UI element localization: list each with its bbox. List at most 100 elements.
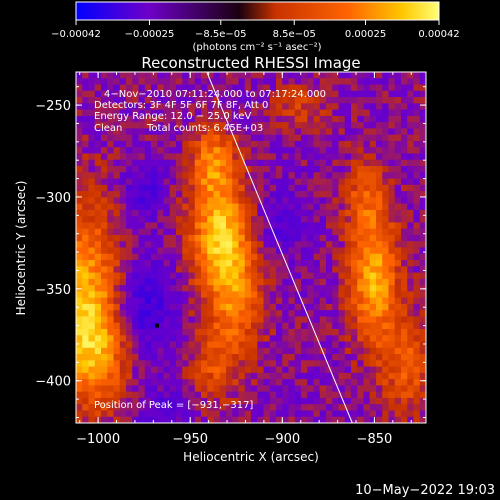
heatmap-cell [338, 372, 346, 380]
heatmap-cell [369, 122, 377, 129]
heatmap-cell [157, 372, 164, 380]
heatmap-cell [376, 228, 383, 236]
heatmap-cell [269, 184, 277, 192]
heatmap-cell [144, 316, 152, 324]
heatmap-cell [388, 285, 396, 292]
y-axis-label: Heliocentric Y (arcsec) [14, 181, 28, 316]
heatmap-cell [282, 310, 289, 317]
heatmap-cell [107, 385, 114, 393]
heatmap-cell [232, 197, 239, 205]
heatmap-cell [276, 197, 283, 205]
heatmap-cell [419, 222, 426, 230]
heatmap-cell [126, 354, 133, 361]
heatmap-cell [263, 203, 271, 211]
heatmap-cell [307, 372, 314, 380]
heatmap-cell [263, 291, 271, 299]
heatmap-cell [251, 90, 258, 98]
heatmap-cell [332, 172, 339, 179]
heatmap-cell [382, 159, 389, 167]
heatmap-cell [319, 178, 327, 186]
heatmap-cell [301, 140, 308, 148]
heatmap-cell [388, 159, 396, 167]
heatmap-cell [132, 209, 139, 217]
heatmap-cell [207, 379, 214, 386]
heatmap-cell [107, 310, 114, 317]
heatmap-cell [163, 335, 171, 342]
heatmap-cell [307, 197, 314, 205]
heatmap-cell [313, 72, 321, 79]
heatmap-cell [101, 159, 108, 167]
heatmap-cell [307, 72, 314, 79]
heatmap-cell [144, 109, 152, 117]
heatmap-cell [369, 328, 377, 336]
heatmap-cell [357, 260, 364, 267]
heatmap-cell [263, 97, 271, 104]
heatmap-cell [338, 278, 346, 286]
heatmap-cell [244, 72, 252, 79]
heatmap-cell [82, 360, 89, 367]
heatmap-cell [388, 209, 396, 217]
heatmap-cell [369, 159, 377, 167]
heatmap-cell [138, 209, 146, 217]
heatmap-cell [313, 222, 321, 230]
heatmap-cell [94, 166, 102, 173]
heatmap-cell [357, 122, 364, 129]
heatmap-cell [357, 316, 364, 324]
heatmap-cell [101, 341, 108, 349]
heatmap-cell [301, 184, 308, 192]
heatmap-cell [126, 178, 133, 186]
heatmap-cell [301, 285, 308, 292]
heatmap-cell [407, 84, 414, 92]
heatmap-cell [357, 153, 364, 161]
heatmap-cell [194, 360, 202, 367]
heatmap-cell [288, 216, 296, 223]
heatmap-cell [407, 391, 414, 399]
heatmap-cell [201, 78, 208, 85]
heatmap-cell [407, 397, 414, 405]
heatmap-cell [182, 103, 189, 111]
heatmap-cell [357, 191, 364, 198]
heatmap-cell [188, 366, 196, 374]
heatmap-cell [413, 72, 421, 79]
heatmap-cell [182, 328, 189, 336]
heatmap-cell [419, 209, 426, 217]
heatmap-cell [76, 341, 83, 349]
heatmap-cell [313, 197, 321, 205]
heatmap-cell [338, 153, 346, 161]
heatmap-cell [119, 354, 127, 361]
heatmap-cell [188, 234, 196, 242]
heatmap-cell [94, 366, 102, 374]
heatmap-cell [144, 347, 152, 355]
heatmap-cell [344, 115, 352, 123]
heatmap-cell [326, 322, 333, 330]
heatmap-cell [401, 203, 408, 211]
heatmap-cell [394, 153, 402, 161]
heatmap-cell [301, 216, 308, 223]
heatmap-cell [144, 134, 152, 142]
heatmap-cell [119, 360, 127, 367]
heatmap-cell [269, 241, 277, 248]
heatmap-cell [251, 84, 258, 92]
heatmap-cell [238, 147, 246, 154]
heatmap-cell [176, 253, 183, 261]
heatmap-cell [407, 354, 414, 361]
heatmap-cell [419, 260, 426, 267]
heatmap-cell [419, 272, 426, 280]
heatmap-cell [182, 184, 189, 192]
heatmap-cell [119, 178, 127, 186]
heatmap-cell [294, 354, 302, 361]
heatmap-cell [357, 140, 364, 148]
heatmap-cell [76, 97, 83, 104]
heatmap-cell [176, 140, 183, 148]
heatmap-cell [76, 272, 83, 280]
heatmap-cell [419, 354, 426, 361]
heatmap-cell [326, 372, 333, 380]
heatmap-cell [394, 241, 402, 248]
heatmap-cell [269, 209, 277, 217]
heatmap-cell [113, 266, 121, 273]
heatmap-cell [238, 115, 246, 123]
heatmap-cell [338, 247, 346, 255]
heatmap-cell [163, 278, 171, 286]
heatmap-cell [219, 253, 227, 261]
heatmap-cell [363, 115, 371, 123]
